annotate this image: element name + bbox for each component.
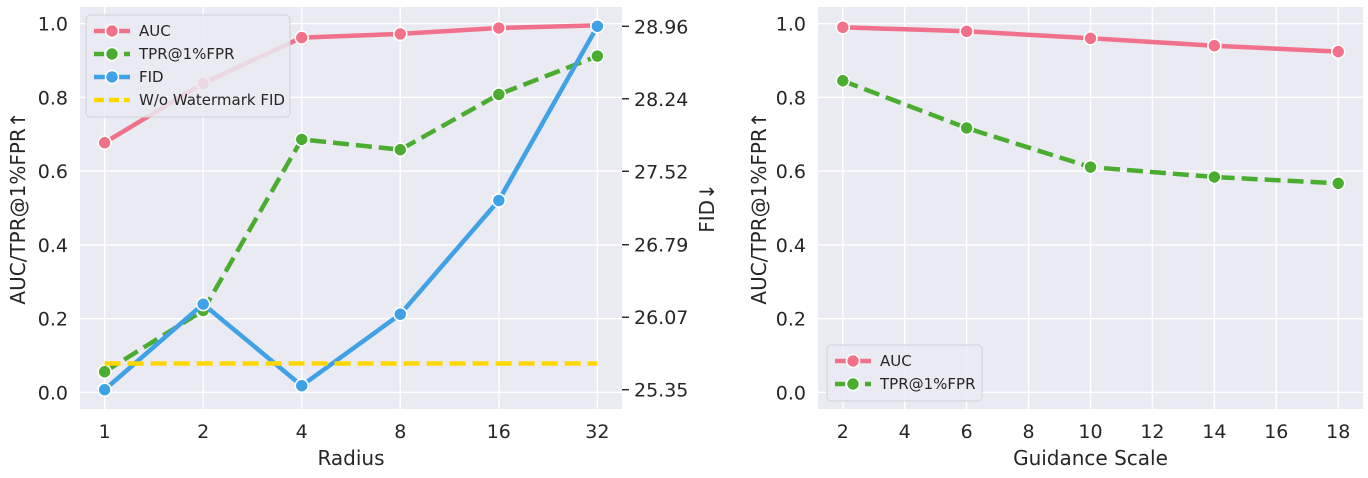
data-point [97, 364, 112, 380]
y-tick-label: 1.0 [38, 14, 68, 36]
data-point [392, 26, 408, 42]
data-point [835, 73, 851, 89]
data-point [1330, 175, 1346, 191]
series-line [103, 25, 600, 392]
y-tick-label: 1.0 [776, 14, 806, 36]
x-tick-label: 18 [1326, 421, 1350, 443]
x-tick-label: 16 [487, 421, 511, 443]
legend-item: W/o Watermark FID [94, 91, 285, 109]
data-point [1083, 31, 1098, 46]
legend-marker [845, 376, 861, 392]
guidance-scale-chart: 0.0 0.2 0.4 0.6 0.8 1.0 2 4 6 8 10 12 14 16 18 Guidance… [747, 7, 1363, 470]
y2-tick-label: 27.52 [634, 161, 688, 183]
x-tick-label: 12 [1140, 421, 1164, 443]
y-tick-label: 0.4 [38, 235, 68, 257]
legend-label: TPR@1%FPR [138, 45, 235, 63]
data-point [97, 382, 112, 398]
y2-tick-label: 28.96 [634, 16, 688, 38]
y-tick-label: 0.4 [776, 235, 806, 257]
data-point [97, 135, 112, 151]
y2-axis-label: FID↓ [695, 183, 719, 233]
data-point [491, 87, 507, 102]
x-tick-label: 16 [1264, 421, 1288, 443]
series-tpr-1-fpr [835, 73, 1346, 191]
y2-tick-label: 26.07 [634, 307, 688, 329]
y-axis-label: AUC/TPR@1%FPR↑ [747, 111, 771, 304]
data-point [959, 120, 974, 136]
gridlines [818, 7, 1363, 409]
data-point [1207, 169, 1222, 185]
x-tick-label: 2 [837, 421, 849, 443]
legend-label: TPR@1%FPR [879, 375, 976, 393]
legend-label: W/o Watermark FID [139, 91, 285, 109]
legend: AUC TPR@1%FPR [826, 344, 983, 402]
x-tick-label: 1 [99, 421, 111, 443]
y-tick-label: 0.2 [38, 309, 68, 331]
legend-item: AUC [835, 352, 912, 370]
legend-marker [104, 46, 120, 62]
y-axis-label: AUC/TPR@1%FPR↑ [6, 111, 30, 304]
y-tick-label: 0.8 [38, 87, 68, 109]
legend-item: TPR@1%FPR [94, 45, 235, 63]
legend-marker [104, 23, 120, 39]
legend-item: FID [94, 68, 164, 86]
x-tick-label: 10 [1078, 421, 1102, 443]
data-point [195, 296, 211, 312]
y2-tick-label: 28.24 [634, 89, 688, 111]
x-tick-label: 8 [1023, 421, 1035, 443]
y2-tick-label: 26.79 [634, 235, 688, 257]
x-tick-label: 14 [1202, 421, 1226, 443]
data-point [1330, 44, 1346, 59]
data-point [491, 193, 507, 208]
data-point [392, 306, 408, 322]
y-tick-label: 0.0 [38, 382, 68, 404]
legend-box [85, 14, 291, 118]
y2-tick-label: 25.35 [634, 380, 688, 402]
data-point [294, 30, 310, 45]
data-point [491, 20, 507, 36]
legend-item: TPR@1%FPR [835, 375, 976, 393]
y-tick-label: 0.8 [776, 87, 806, 109]
y-tick-label: 0.6 [776, 161, 806, 183]
x-tick-label: 4 [296, 421, 308, 443]
data-point [590, 18, 605, 34]
y-tick-label: 0.2 [776, 309, 806, 331]
data-point [959, 24, 974, 39]
x-tick-label: 8 [394, 421, 406, 443]
data-point [392, 142, 408, 158]
data-point [590, 48, 605, 64]
legend-marker [104, 69, 120, 85]
legend-label: AUC [139, 22, 171, 40]
x-axis-label: Guidance Scale [1013, 446, 1168, 470]
legend-label: AUC [880, 352, 912, 370]
legend-item: AUC [94, 22, 171, 40]
data-point [1207, 38, 1222, 54]
x-tick-label: 4 [899, 421, 911, 443]
legend-marker [845, 353, 861, 369]
y-tick-label: 0.6 [38, 161, 68, 183]
legend: AUC TPR@1%FPR FID W/o Watermark FID [85, 14, 291, 118]
x-tick-label: 32 [585, 421, 609, 443]
series-auc [835, 19, 1346, 59]
data-point [835, 19, 851, 35]
x-tick-label: 6 [961, 421, 973, 443]
y-tick-label: 0.0 [776, 382, 806, 404]
legend-label: FID [139, 68, 164, 86]
data-point [294, 378, 310, 393]
x-tick-label: 2 [197, 421, 209, 443]
data-point [1083, 159, 1098, 175]
series-fid [97, 18, 605, 398]
data-point [294, 132, 310, 147]
radius-chart: 0.0 0.2 0.4 0.6 0.8 1.0 1 2 4 8 16 32 25.35 26.07 26.7… [6, 7, 719, 470]
x-axis-label: Radius [317, 446, 384, 470]
